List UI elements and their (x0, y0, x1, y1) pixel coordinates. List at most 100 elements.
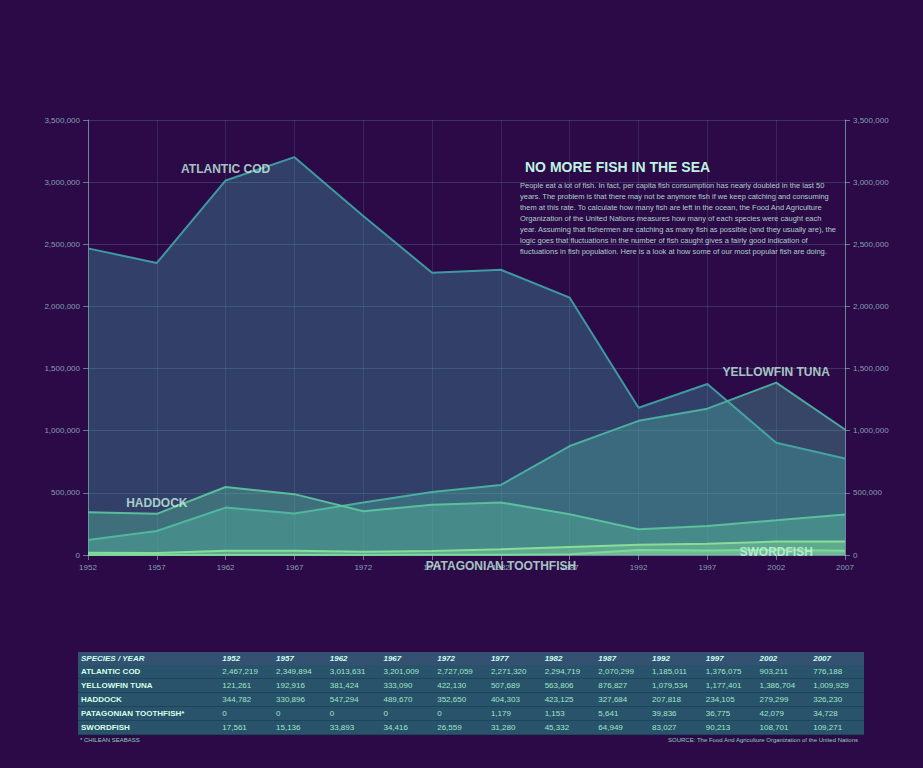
html-text:3,013,631: 3,013,631 (329, 667, 366, 676)
html-text:1,079,534: 1,079,534 (652, 681, 688, 690)
svg-text:500,000: 500,000 (853, 488, 882, 497)
html-text:5,641: 5,641 (598, 709, 619, 718)
svg-text:3,500,000: 3,500,000 (853, 116, 889, 125)
svg-text:1,000,000: 1,000,000 (853, 426, 889, 435)
html-text:39,836: 39,836 (652, 709, 677, 718)
html-text:2,271,320: 2,271,320 (490, 667, 527, 676)
svg-text:ATLANTIC COD: ATLANTIC COD (181, 162, 270, 176)
svg-text:Organization of the United Nat: Organization of the United Nations measu… (520, 214, 824, 223)
svg-text:3,500,000: 3,500,000 (44, 116, 80, 125)
html-text:1,386,704: 1,386,704 (759, 681, 796, 690)
svg-text:3,000,000: 3,000,000 (853, 178, 889, 187)
svg-text:2007: 2007 (836, 563, 854, 572)
html-text:192,916: 192,916 (276, 681, 305, 690)
svg-text:them at this rate. To calculat: them at this rate. To calculate how many… (520, 203, 824, 212)
html-text:1967: 1967 (383, 654, 402, 663)
html-text:PATAGONIAN TOOTHFISH*: PATAGONIAN TOOTHFISH* (81, 709, 185, 718)
html-text:876,827: 876,827 (598, 681, 628, 690)
html-text:2,467,219: 2,467,219 (222, 667, 258, 676)
svg-text:2,500,000: 2,500,000 (853, 240, 889, 249)
html-text:404,303: 404,303 (490, 695, 520, 704)
html-text:330,896: 330,896 (276, 695, 305, 704)
html-text:3,201,009: 3,201,009 (383, 667, 420, 676)
html-text:547,294: 547,294 (329, 695, 359, 704)
svg-text:1972: 1972 (354, 563, 372, 572)
html-text:1962: 1962 (329, 654, 348, 663)
svg-text:year. Assuming that fishermen: year. Assuming that fishermen are catchi… (520, 225, 838, 234)
html-text:279,299: 279,299 (759, 695, 789, 704)
html-text:563,806: 563,806 (544, 681, 574, 690)
svg-text:1,500,000: 1,500,000 (44, 364, 80, 373)
html-text:1,179: 1,179 (490, 709, 511, 718)
html-text:1,009,929: 1,009,929 (813, 681, 849, 690)
html-text:2,349,894: 2,349,894 (276, 667, 312, 676)
svg-text:1957: 1957 (148, 563, 166, 572)
html-text:1,177,401: 1,177,401 (705, 681, 742, 690)
svg-text:2,500,000: 2,500,000 (44, 240, 80, 249)
html-text:2002: 2002 (759, 654, 778, 663)
svg-text:1962: 1962 (217, 563, 235, 572)
svg-text:0: 0 (853, 551, 858, 560)
html-text:2,294,719: 2,294,719 (544, 667, 581, 676)
html-text:776,188: 776,188 (813, 667, 843, 676)
html-text:381,424: 381,424 (329, 681, 359, 690)
svg-text:logic goes that fluctuations i: logic goes that fluctuations in the numb… (520, 236, 810, 245)
svg-text:3,000,000: 3,000,000 (44, 178, 80, 187)
html-text:352,650: 352,650 (437, 695, 467, 704)
html-text:903,211: 903,211 (759, 667, 788, 676)
html-text:489,670: 489,670 (383, 695, 413, 704)
html-text:207,818: 207,818 (652, 695, 681, 704)
svg-text:PATAGONIAN TOOTHFISH: PATAGONIAN TOOTHFISH (426, 559, 576, 573)
html-text:1957: 1957 (276, 654, 294, 663)
svg-text:1,500,000: 1,500,000 (853, 364, 889, 373)
html-text:344,782: 344,782 (222, 695, 252, 704)
html-text:1,376,075: 1,376,075 (705, 667, 742, 676)
html-text:HADDOCK: HADDOCK (81, 695, 122, 704)
svg-text:2,000,000: 2,000,000 (44, 302, 80, 311)
html-text:42,079: 42,079 (759, 709, 784, 718)
svg-text:years. The problem is that the: years. The problem is that there may not… (520, 192, 831, 201)
html-text:17,561: 17,561 (222, 723, 247, 732)
html-text:1987: 1987 (598, 654, 617, 663)
html-text:121,261: 121,261 (222, 681, 252, 690)
svg-text:1952: 1952 (79, 563, 97, 572)
html-text:SWORDFISH: SWORDFISH (81, 723, 130, 732)
svg-text:500,000: 500,000 (51, 488, 80, 497)
svg-text:1967: 1967 (286, 563, 304, 572)
html-text:333,090: 333,090 (383, 681, 413, 690)
html-text:1997: 1997 (705, 654, 724, 663)
svg-text:People eat a lot of fish. In f: People eat a lot of fish. In fact, per c… (520, 181, 826, 190)
html-text:326,230: 326,230 (813, 695, 843, 704)
svg-text:NO MORE FISH IN THE SEA: NO MORE FISH IN THE SEA (525, 159, 710, 175)
html-text:2,727,059: 2,727,059 (437, 667, 473, 676)
svg-text:2,000,000: 2,000,000 (853, 302, 889, 311)
html-text:SPECIES / YEAR: SPECIES / YEAR (81, 654, 145, 663)
html-text:507,689: 507,689 (490, 681, 520, 690)
html-text:1977: 1977 (490, 654, 509, 663)
svg-text:1997: 1997 (698, 563, 716, 572)
svg-text:fluctuations in fish populatio: fluctuations in fish population. Here is… (520, 247, 827, 256)
html-text:36,775: 36,775 (705, 709, 731, 718)
html-text:422,130: 422,130 (437, 681, 467, 690)
svg-text:1992: 1992 (630, 563, 648, 572)
html-text:1972: 1972 (437, 654, 455, 663)
svg-text:1,000,000: 1,000,000 (44, 426, 80, 435)
html-text:1982: 1982 (544, 654, 563, 663)
html-text:1,185,011: 1,185,011 (652, 667, 688, 676)
html-text:1992: 1992 (652, 654, 670, 663)
svg-text:SWORDFISH: SWORDFISH (740, 545, 813, 559)
html-text:423,125: 423,125 (544, 695, 574, 704)
html-text:2,070,299: 2,070,299 (598, 667, 634, 676)
svg-text:0: 0 (76, 551, 81, 560)
html-text:234,105: 234,105 (705, 695, 735, 704)
svg-text:YELLOWFIN TUNA: YELLOWFIN TUNA (723, 365, 831, 379)
html-text:2007: 2007 (813, 654, 831, 663)
html-text:34,728: 34,728 (813, 709, 838, 718)
html-text:ATLANTIC COD: ATLANTIC COD (81, 667, 141, 676)
html-text:327,684: 327,684 (598, 695, 628, 704)
svg-text:HADDOCK: HADDOCK (126, 496, 188, 510)
svg-text:2002: 2002 (767, 563, 785, 572)
html-text:YELLOWFIN TUNA: YELLOWFIN TUNA (81, 681, 153, 690)
html-text:1,153: 1,153 (544, 709, 565, 718)
html-text:1952: 1952 (222, 654, 241, 663)
